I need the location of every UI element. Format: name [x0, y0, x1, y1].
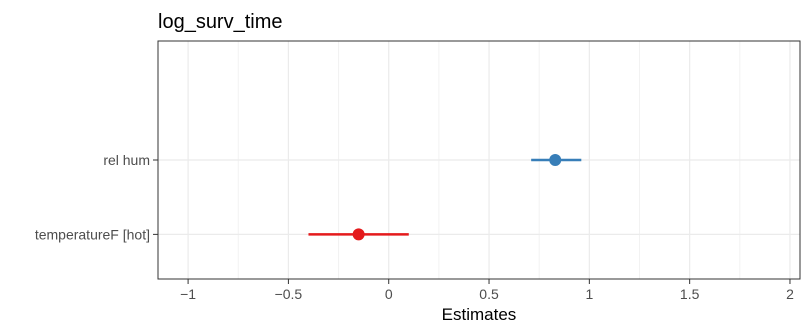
x-tick-label: 0.5	[479, 286, 499, 302]
x-tick-label: 2	[786, 286, 794, 302]
estimate-marks	[308, 154, 582, 241]
chart-title: log_surv_time	[158, 11, 283, 33]
x-tick-label: −0.5	[275, 286, 303, 302]
estimate-point	[549, 154, 562, 166]
y-axis: rel hum temperatureF [hot]	[35, 152, 158, 242]
x-axis-title: Estimates	[442, 305, 517, 324]
y-tick-label: rel hum	[103, 152, 150, 168]
estimate-point	[352, 228, 365, 241]
x-tick-label: 1.5	[680, 286, 700, 302]
x-tick-label: 1	[585, 286, 593, 302]
x-tick-label: 0	[385, 286, 393, 302]
major-gridlines	[158, 41, 800, 279]
x-tick-label: −1	[180, 286, 196, 302]
y-tick-label: temperatureF [hot]	[35, 226, 150, 242]
x-axis: −1 −0.5 0 0.5 1 1.5 2	[180, 279, 794, 302]
